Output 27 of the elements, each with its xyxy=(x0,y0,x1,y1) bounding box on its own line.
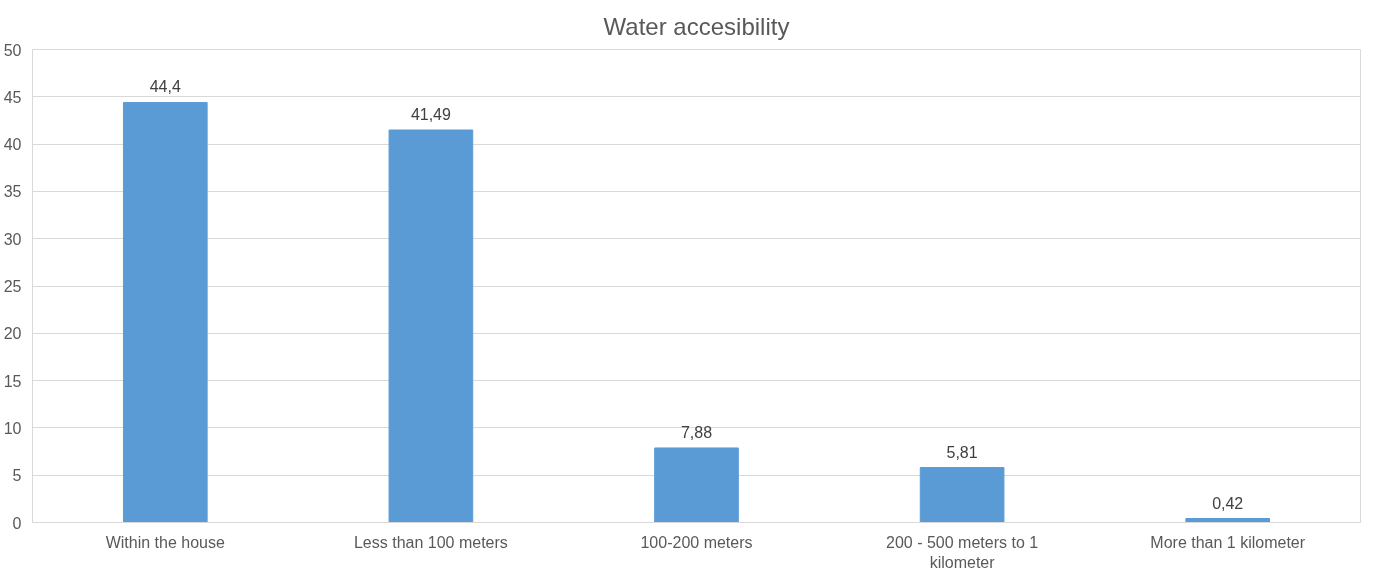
bar xyxy=(122,101,208,523)
x-tick-label: 200 - 500 meters to 1 kilometer xyxy=(886,533,1039,571)
bar xyxy=(919,467,1005,523)
x-tick-label: More than 1 kilometer xyxy=(1150,533,1306,551)
data-label: 41,49 xyxy=(410,106,452,123)
y-tick-label: 45 xyxy=(3,88,22,106)
x-tick-label: Within the house xyxy=(105,533,225,551)
x-tick-label: Less than 100 meters xyxy=(353,533,508,551)
y-tick-label: 50 xyxy=(3,41,22,59)
bar xyxy=(1185,518,1271,523)
data-label: 0,42 xyxy=(1212,494,1244,512)
y-tick-label: 20 xyxy=(3,325,22,343)
y-tick-label: 15 xyxy=(3,372,22,390)
y-tick-label: 0 xyxy=(12,514,22,532)
y-tick-label: 40 xyxy=(3,136,22,154)
bar xyxy=(388,129,474,523)
y-tick-label: 30 xyxy=(3,230,22,248)
chart-title: Water accesibility xyxy=(603,12,790,40)
data-label: 7,88 xyxy=(680,423,713,441)
bar xyxy=(654,447,739,523)
x-tick-label: 100-200 meters xyxy=(640,533,753,551)
data-label: 5,81 xyxy=(946,443,978,461)
y-tick-label: 10 xyxy=(3,419,22,437)
y-tick-label: 25 xyxy=(3,278,22,295)
y-tick-label: 5 xyxy=(12,467,22,485)
y-tick-label: 35 xyxy=(3,183,22,201)
data-label: 44,4 xyxy=(149,78,181,96)
